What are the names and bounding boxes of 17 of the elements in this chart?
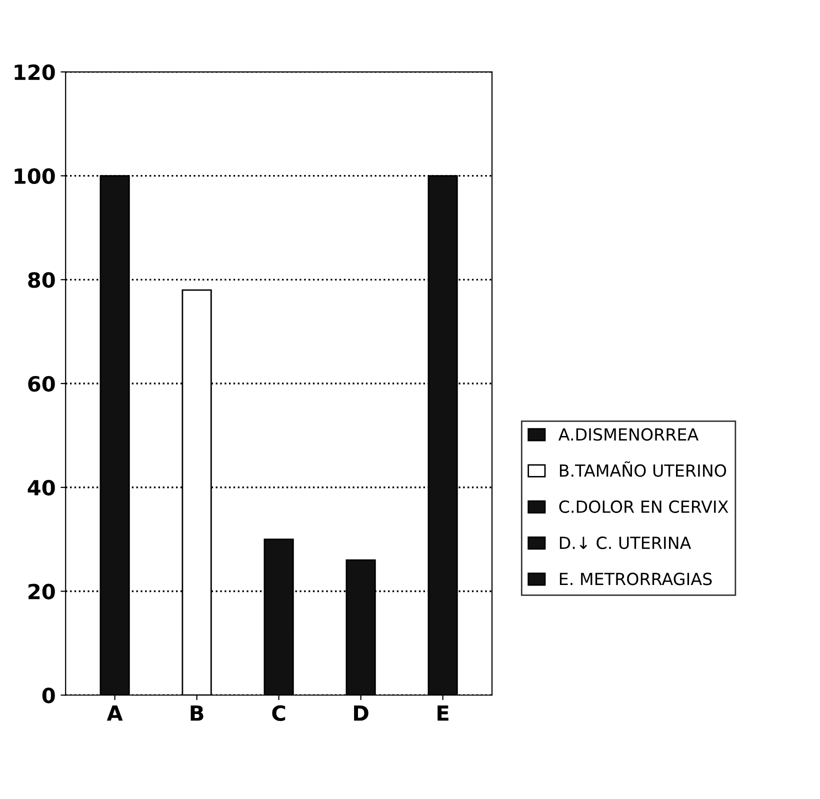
y-tick-label: 120 <box>14 64 55 80</box>
legend-label: E. METRORRAGIAS <box>560 572 712 586</box>
x-tick-label: C <box>272 705 286 721</box>
y-tick-label: 100 <box>14 168 55 184</box>
legend-label: B.TAMAÑO UTERINO <box>560 461 726 477</box>
legend-label: A.DISMENORREA <box>558 428 699 441</box>
legend-label: D.↓ C. UTERINA <box>560 536 692 550</box>
legend-label: C.DOLOR EN CERVIX <box>559 500 728 513</box>
y-tick-label: 60 <box>28 376 55 392</box>
y-tick-label: 20 <box>28 584 55 600</box>
x-tick-label: D <box>354 705 368 721</box>
y-tick-label: 0 <box>42 688 55 704</box>
x-tick-label: E <box>438 705 448 721</box>
y-tick-label: 40 <box>28 480 55 496</box>
x-tick-label: A <box>106 705 123 721</box>
x-tick-label: B <box>190 705 204 721</box>
y-tick-label: 80 <box>28 272 55 288</box>
